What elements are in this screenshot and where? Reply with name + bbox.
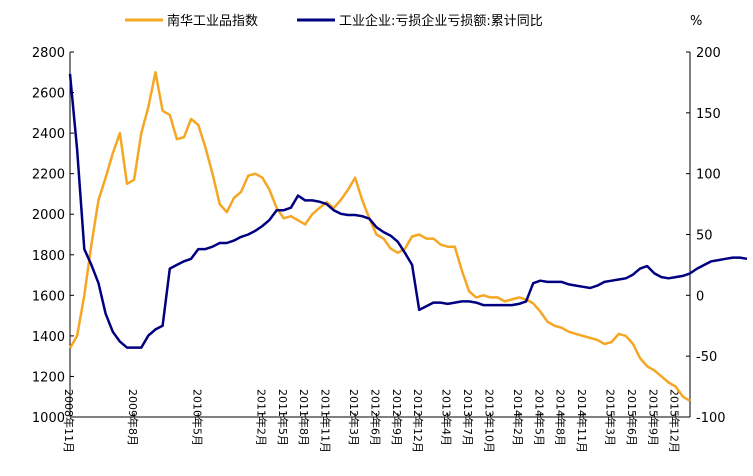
series-line-loss-yoy — [68, 73, 748, 349]
x-tick-label: 2012年6月 — [368, 389, 382, 446]
x-tick-label: 2008年11月 — [62, 389, 76, 453]
x-tick-label: 2012年9月 — [390, 389, 404, 446]
right-tick-label: 50 — [696, 229, 713, 244]
x-tick-label: 2014年8月 — [554, 389, 568, 446]
axes: 1000120014001600180020002200240026002800… — [32, 46, 726, 453]
legend: 南华工业品指数 工业企业:亏损企业亏损额:累计同比 — [125, 13, 543, 29]
series-line-nanhua-index — [68, 71, 691, 402]
left-tick-label: 2000 — [32, 208, 65, 223]
x-tick-label: 2011年2月 — [254, 389, 268, 446]
left-tick-label: 2800 — [32, 46, 65, 61]
right-axis-unit: % — [690, 14, 702, 29]
left-tick-label: 1600 — [32, 289, 65, 304]
right-tick-label: 0 — [696, 289, 704, 304]
left-tick-label: 1400 — [32, 330, 65, 345]
x-tick-label: 2013年10月 — [482, 389, 496, 453]
right-tick-label: -50 — [696, 350, 717, 365]
x-tick-label: 2013年4月 — [440, 389, 454, 446]
x-tick-label: 2015年3月 — [604, 389, 618, 446]
left-tick-label: 1200 — [32, 370, 65, 385]
x-tick-label: 2014年5月 — [532, 389, 546, 446]
right-tick-label: 150 — [696, 107, 721, 122]
x-tick-label: 2011年5月 — [276, 389, 290, 446]
x-tick-label: 2014年2月 — [511, 389, 525, 446]
left-tick-label: 2600 — [32, 87, 65, 102]
x-tick-label: 2009年8月 — [126, 389, 140, 446]
series-layer — [68, 71, 748, 402]
legend-label-nanhua: 南华工业品指数 — [167, 13, 258, 29]
right-tick-label: -100 — [696, 411, 726, 426]
left-tick-label: 1800 — [32, 249, 65, 264]
x-tick-label: 2014年11月 — [575, 389, 589, 453]
left-tick-label: 2200 — [32, 168, 65, 183]
left-tick-label: 1000 — [32, 411, 65, 426]
x-tick-label: 2015年9月 — [646, 389, 660, 446]
x-tick-label: 2015年6月 — [625, 389, 639, 446]
x-tick-label: 2013年7月 — [461, 389, 475, 446]
x-tick-label: 2015年12月 — [668, 389, 682, 453]
x-tick-label: 2012年12月 — [411, 389, 425, 453]
x-tick-label: 2011年11月 — [319, 389, 333, 453]
right-tick-label: 100 — [696, 168, 721, 183]
x-tick-label: 2012年3月 — [347, 389, 361, 446]
x-tick-label: 2010年5月 — [190, 389, 204, 446]
legend-label-loss: 工业企业:亏损企业亏损额:累计同比 — [339, 13, 543, 29]
left-tick-label: 2400 — [32, 127, 65, 142]
right-tick-label: 200 — [696, 46, 721, 61]
x-tick-label: 2011年8月 — [297, 389, 311, 446]
